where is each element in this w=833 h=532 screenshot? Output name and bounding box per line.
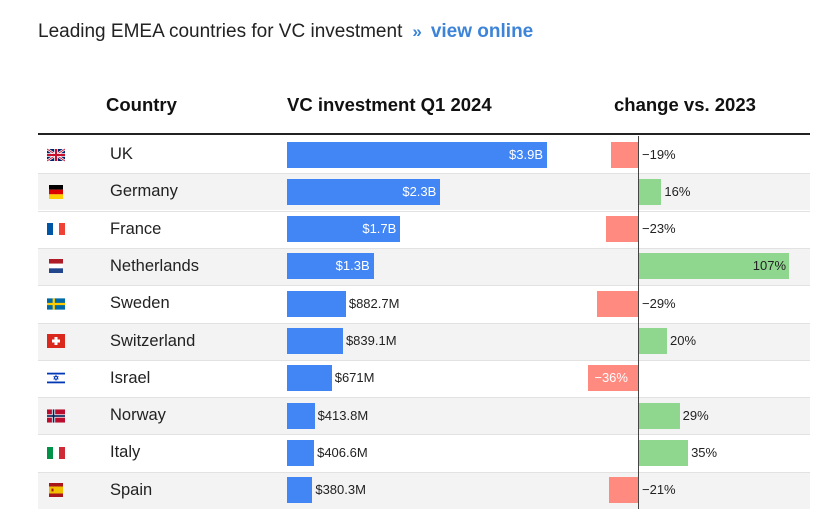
change-bar-norway (639, 402, 680, 429)
change-bar-uk (611, 141, 638, 168)
investment-value-label: $3.9B (509, 146, 543, 162)
flag-france-icon (47, 222, 65, 236)
investment-value-label: $671M (334, 370, 375, 386)
change-bar-germany (639, 178, 662, 205)
investment-bar-italy (287, 439, 315, 466)
change-value-label: 29% (682, 407, 709, 423)
row-divider (38, 285, 810, 287)
change-value-label: 107% (752, 258, 786, 274)
change-value-label: −19% (642, 146, 676, 162)
flag-netherlands-icon (47, 259, 65, 274)
row-divider (38, 471, 810, 473)
change-zero-axis (638, 136, 639, 509)
header-rule (38, 133, 810, 135)
investment-bar-spain (287, 477, 313, 504)
investment-bar-netherlands (287, 253, 374, 280)
table-row (38, 471, 810, 509)
country-label: Israel (110, 368, 151, 387)
flag-spain-icon (47, 483, 65, 498)
table-row (38, 322, 810, 360)
change-value-label: 20% (670, 333, 697, 348)
change-value-label: −23% (642, 221, 676, 237)
investment-value-label: $1.7B (362, 221, 397, 237)
country-label: UK (110, 145, 133, 163)
chart-title-row: Leading EMEA countries for VC investment… (38, 18, 533, 46)
row-divider (38, 397, 810, 399)
flag-switzerland-icon (47, 334, 65, 348)
change-bar-france (605, 216, 638, 243)
change-bar-spain (608, 477, 638, 504)
investment-bar-switzerland (287, 328, 343, 354)
country-label: Norway (110, 406, 166, 425)
investment-value-label: $839.1M (345, 333, 397, 348)
country-label: Switzerland (110, 331, 196, 350)
change-bar-sweden (597, 290, 638, 317)
flag-italy-icon (47, 446, 65, 460)
change-value-label: −21% (642, 482, 676, 498)
country-label: Italy (110, 443, 141, 462)
country-label: Germany (110, 182, 178, 201)
change-bar-israel (587, 365, 638, 392)
view-online-link[interactable]: view online (430, 21, 534, 42)
change-value-label: −29% (642, 295, 676, 311)
investment-bar-uk (287, 141, 547, 168)
row-divider (38, 322, 810, 324)
investment-value-label: $1.3B (335, 258, 370, 274)
row-divider (38, 173, 810, 175)
column-header-change: change vs. 2023 (614, 94, 756, 115)
row-divider (38, 247, 810, 249)
change-bar-netherlands (639, 253, 789, 280)
investment-bar-germany (287, 178, 441, 205)
flag-germany-icon (47, 184, 65, 199)
country-label: Sweden (110, 294, 170, 313)
flag-norway-icon (47, 409, 65, 423)
row-divider (38, 210, 810, 212)
investment-bar-israel (287, 365, 332, 392)
flag-israel-icon (47, 371, 65, 385)
country-label: Netherlands (110, 256, 199, 275)
row-divider (38, 434, 810, 436)
investment-bar-france (287, 216, 401, 243)
investment-value-label: $2.3B (402, 183, 437, 199)
investment-bar-norway (287, 402, 315, 429)
country-label: France (110, 219, 162, 238)
row-divider (38, 359, 810, 361)
column-header-country: Country (106, 94, 177, 115)
double-chevron-icon: » (412, 22, 422, 41)
table-row (38, 397, 810, 435)
change-bar-italy (639, 439, 689, 466)
change-value-label: 16% (664, 183, 691, 199)
flag-uk-icon (47, 147, 65, 162)
country-label: Spain (110, 480, 153, 499)
investment-value-label: $413.8M (317, 407, 369, 423)
investment-bar-sweden (287, 290, 346, 317)
chart-title: Leading EMEA countries for VC investment (38, 21, 403, 42)
investment-value-label: $406.6M (317, 444, 368, 460)
change-value-label: 35% (691, 444, 718, 460)
flag-sweden-icon (47, 297, 65, 311)
change-value-label: −36% (594, 370, 628, 386)
change-bar-switzerland (639, 328, 668, 354)
table-row (38, 360, 810, 397)
investment-value-label: $380.3M (315, 482, 366, 498)
investment-value-label: $882.7M (348, 295, 400, 311)
column-header-investment: VC investment Q1 2024 (287, 94, 492, 115)
